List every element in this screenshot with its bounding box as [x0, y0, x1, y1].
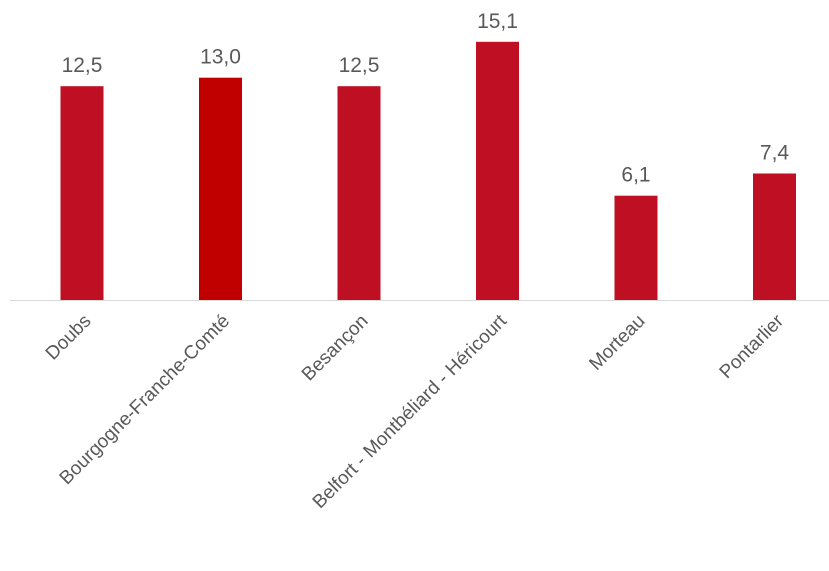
bar-3	[476, 41, 519, 301]
bar-5	[753, 173, 796, 300]
value-labels-group: 12,5 13,0 12,5 15,1 6,1 7,4	[62, 10, 790, 187]
bar-value-label: 13,0	[200, 46, 241, 69]
bar-0	[60, 86, 104, 300]
bar-value-label: 7,4	[760, 142, 790, 165]
category-label: Doubs	[42, 311, 96, 365]
bar-value-label: 12,5	[339, 54, 380, 77]
bar-4	[614, 195, 658, 300]
category-label: Morteau	[585, 311, 649, 375]
bar-value-label: 15,1	[477, 10, 518, 33]
category-label: Pontarlier	[716, 310, 789, 383]
bar-value-label: 6,1	[621, 164, 650, 187]
bars-group	[60, 41, 796, 301]
category-label: Besançon	[298, 311, 373, 386]
bar-2	[337, 86, 381, 300]
bar-value-label: 12,5	[62, 54, 103, 77]
bar-1	[199, 77, 242, 300]
